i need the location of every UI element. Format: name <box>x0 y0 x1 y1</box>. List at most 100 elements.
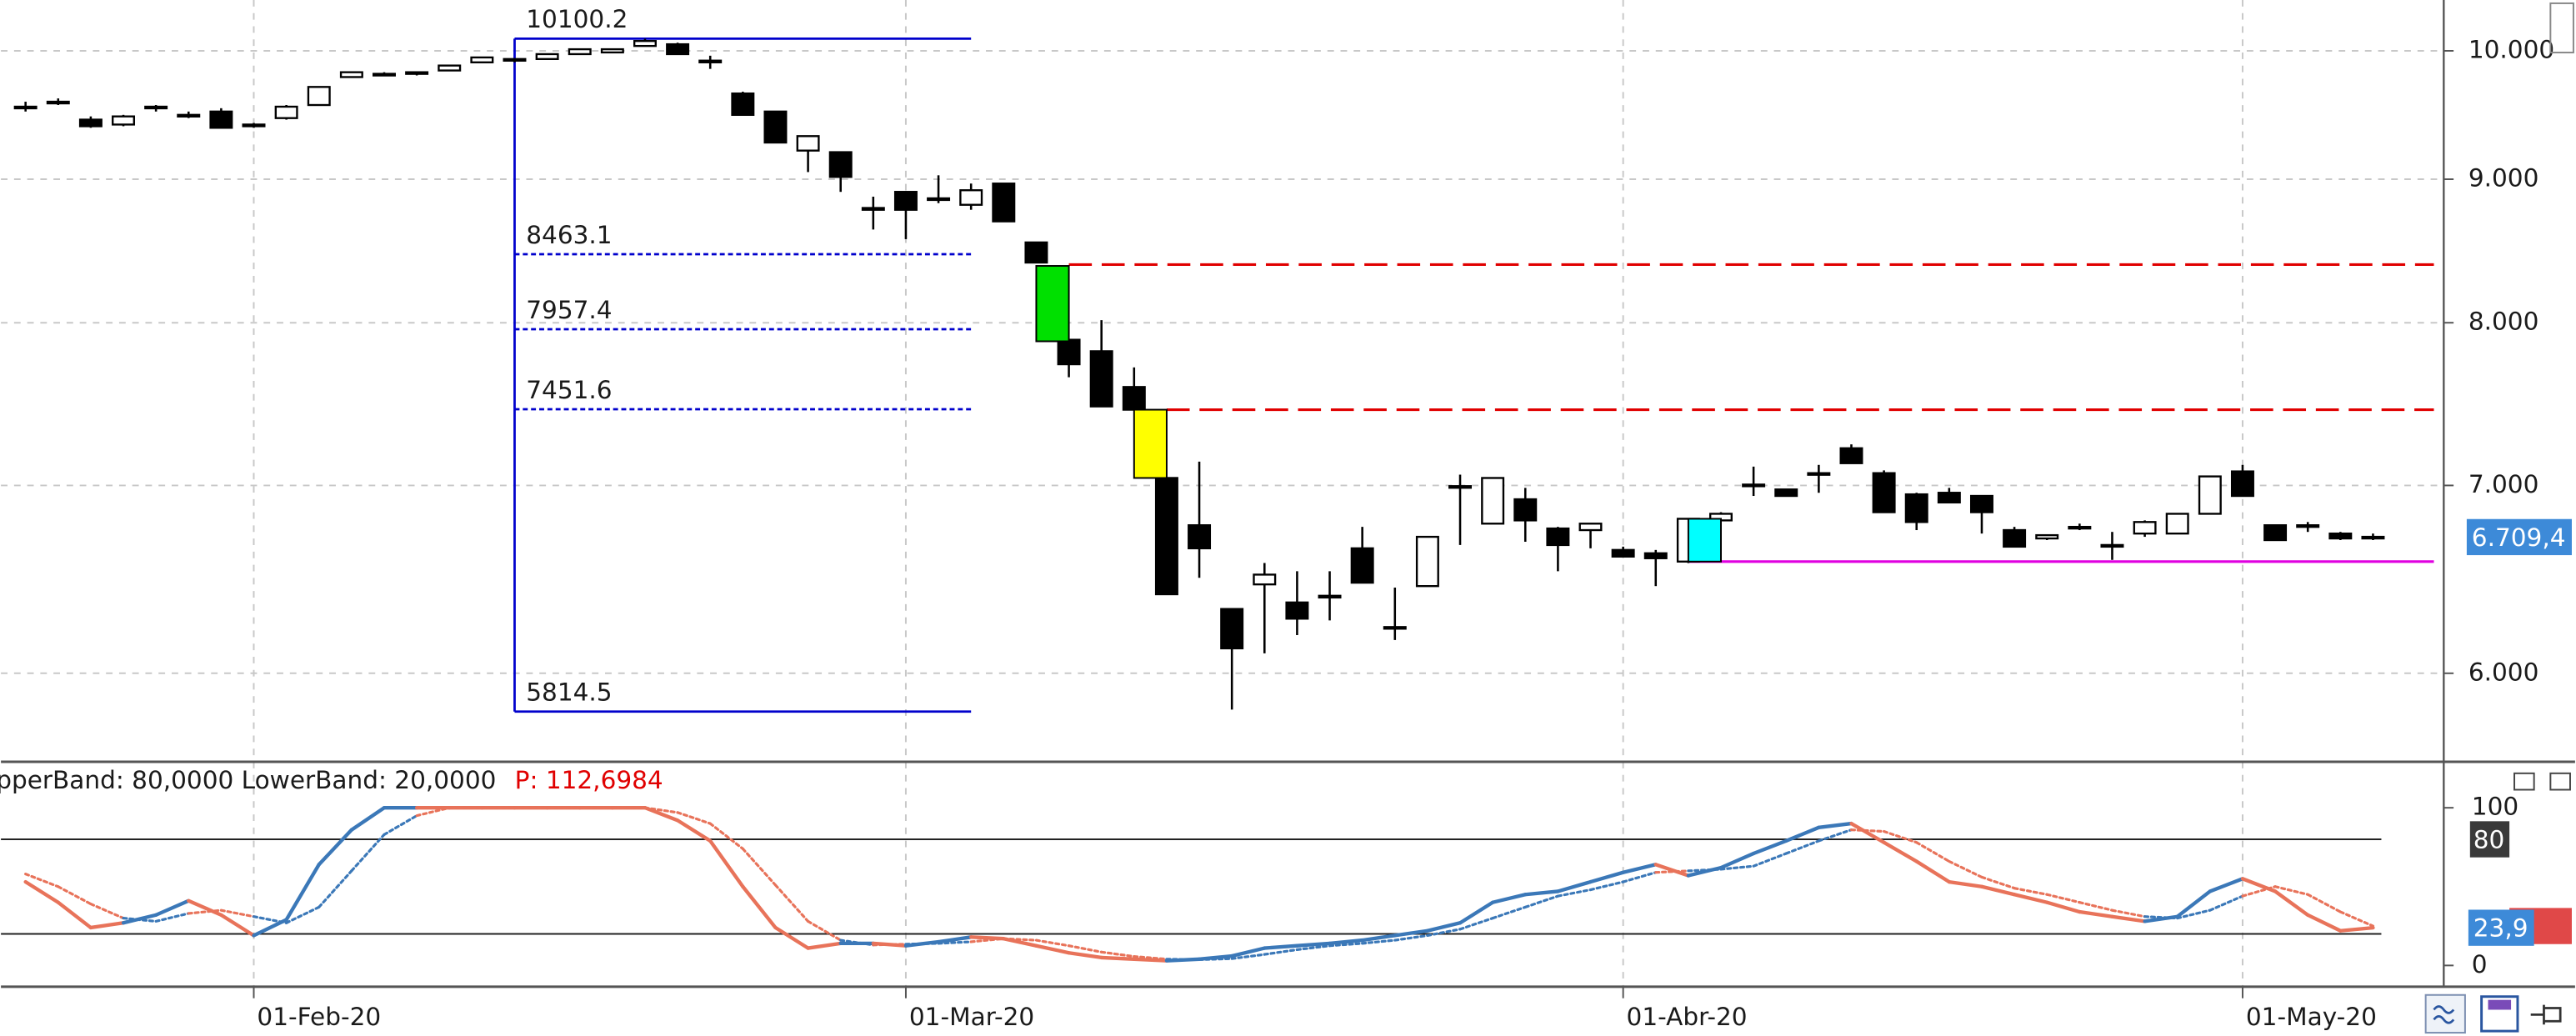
pin-button[interactable] <box>2530 1004 2562 1025</box>
candle-body <box>2296 524 2320 528</box>
indicator-segment <box>1425 921 1463 933</box>
minimize-button[interactable] <box>2513 772 2535 791</box>
candle-body <box>1024 241 1048 264</box>
candle-body <box>307 86 331 107</box>
candle-body <box>796 135 820 152</box>
indicator-segment <box>1556 888 1593 898</box>
candle-body <box>2328 532 2353 540</box>
candle-body <box>144 105 168 110</box>
candle-body <box>2035 533 2059 540</box>
candle-body <box>2230 470 2254 498</box>
candle-body <box>1578 523 1603 532</box>
indicator-segment <box>2175 889 2212 918</box>
indicator-segment <box>1295 944 1332 952</box>
indicator-segment <box>23 879 60 904</box>
candle-body <box>1774 488 1798 498</box>
indicator-segment <box>1458 900 1495 925</box>
candle-body <box>1089 350 1113 408</box>
candle-body <box>1643 552 1668 559</box>
save-button[interactable] <box>2480 995 2519 1033</box>
zone <box>1035 265 1070 343</box>
indicator-segment <box>284 863 321 922</box>
scroll-icon <box>2433 1005 2455 1024</box>
value-label: 23,9 <box>2473 914 2528 943</box>
indicator-segment <box>1653 863 1691 878</box>
indicator-segment <box>1165 958 1201 961</box>
zone <box>1133 408 1168 479</box>
fib-label: 10100.2 <box>526 5 628 33</box>
indicator-segment <box>708 822 744 850</box>
indicator-segment <box>1523 889 1560 897</box>
candle-body <box>339 71 363 78</box>
indicator-segment <box>1099 955 1136 961</box>
indicator-segment <box>219 913 256 938</box>
indicator-segment <box>1491 905 1527 920</box>
maximize-button[interactable] <box>2549 772 2571 791</box>
indicator-segment <box>2110 908 2147 918</box>
candle-body <box>1969 494 1993 513</box>
candle-body <box>1448 485 1473 489</box>
price-label-box <box>2466 518 2572 556</box>
indicator-segment <box>643 806 679 814</box>
indicator-segment <box>1882 840 1918 863</box>
candle-body <box>503 58 527 62</box>
indicator-segment <box>1915 841 1951 863</box>
indicator-segment <box>1556 879 1593 893</box>
indicator-segment <box>252 915 288 924</box>
indicator-segment <box>1067 951 1103 960</box>
indicator-segment <box>2176 908 2212 920</box>
y-tick-label: 6.000 <box>2468 658 2539 686</box>
indicator-segment <box>2273 889 2310 917</box>
candle-body <box>438 64 462 72</box>
candle-body <box>1188 524 1212 550</box>
candle-body <box>46 100 70 105</box>
candle-body <box>1546 527 1570 547</box>
indicator-segment <box>2338 910 2375 928</box>
indicator-segment <box>2143 915 2179 920</box>
indicator-segment <box>1133 955 1168 961</box>
indicator-segment <box>2110 914 2147 923</box>
candle-body <box>1383 626 1407 630</box>
candle-body <box>1350 547 1374 584</box>
indicator-segment <box>2013 887 2048 896</box>
candle-body <box>405 71 429 75</box>
indicator-segment <box>1948 859 1983 878</box>
candle-body <box>1122 386 1146 411</box>
y-tick-label: 10.000 <box>2468 35 2554 63</box>
indicator-segment <box>708 838 745 888</box>
candle-body <box>2361 535 2385 540</box>
y-tick-label: 7.000 <box>2468 470 2539 498</box>
indicator-segment <box>1230 946 1267 958</box>
candle-body <box>861 207 885 211</box>
indicator-segment <box>2012 893 2049 904</box>
candle-body <box>698 59 723 63</box>
candle-body <box>2100 543 2124 548</box>
indicator-segment <box>643 805 680 823</box>
indicator-segment <box>904 942 940 946</box>
indicator-segment <box>1751 838 1788 856</box>
indicator-segment <box>57 885 93 906</box>
indicator-segment <box>89 902 125 920</box>
scroll-button[interactable] <box>2424 993 2466 1034</box>
indicator-segment <box>1980 875 2016 890</box>
fib-label: 7451.6 <box>526 376 612 404</box>
candle-body <box>1611 548 1635 558</box>
price-label: 6.709,4 <box>2472 523 2566 552</box>
indicator-segment <box>1914 859 1952 884</box>
panel-button[interactable] <box>2549 2 2574 54</box>
indicator-segment <box>741 847 778 887</box>
indicator-segment <box>1588 880 1625 892</box>
candle-body <box>731 92 755 117</box>
indicator-segment <box>350 833 386 873</box>
candle-body <box>470 56 494 63</box>
candle-body <box>1807 472 1831 476</box>
indicator-segment <box>1295 941 1332 948</box>
indicator-segment <box>1263 943 1299 950</box>
indicator-segment <box>741 884 778 930</box>
indicator-segment <box>1002 937 1038 942</box>
indicator-segment <box>2306 893 2342 913</box>
candle-body <box>112 115 136 126</box>
